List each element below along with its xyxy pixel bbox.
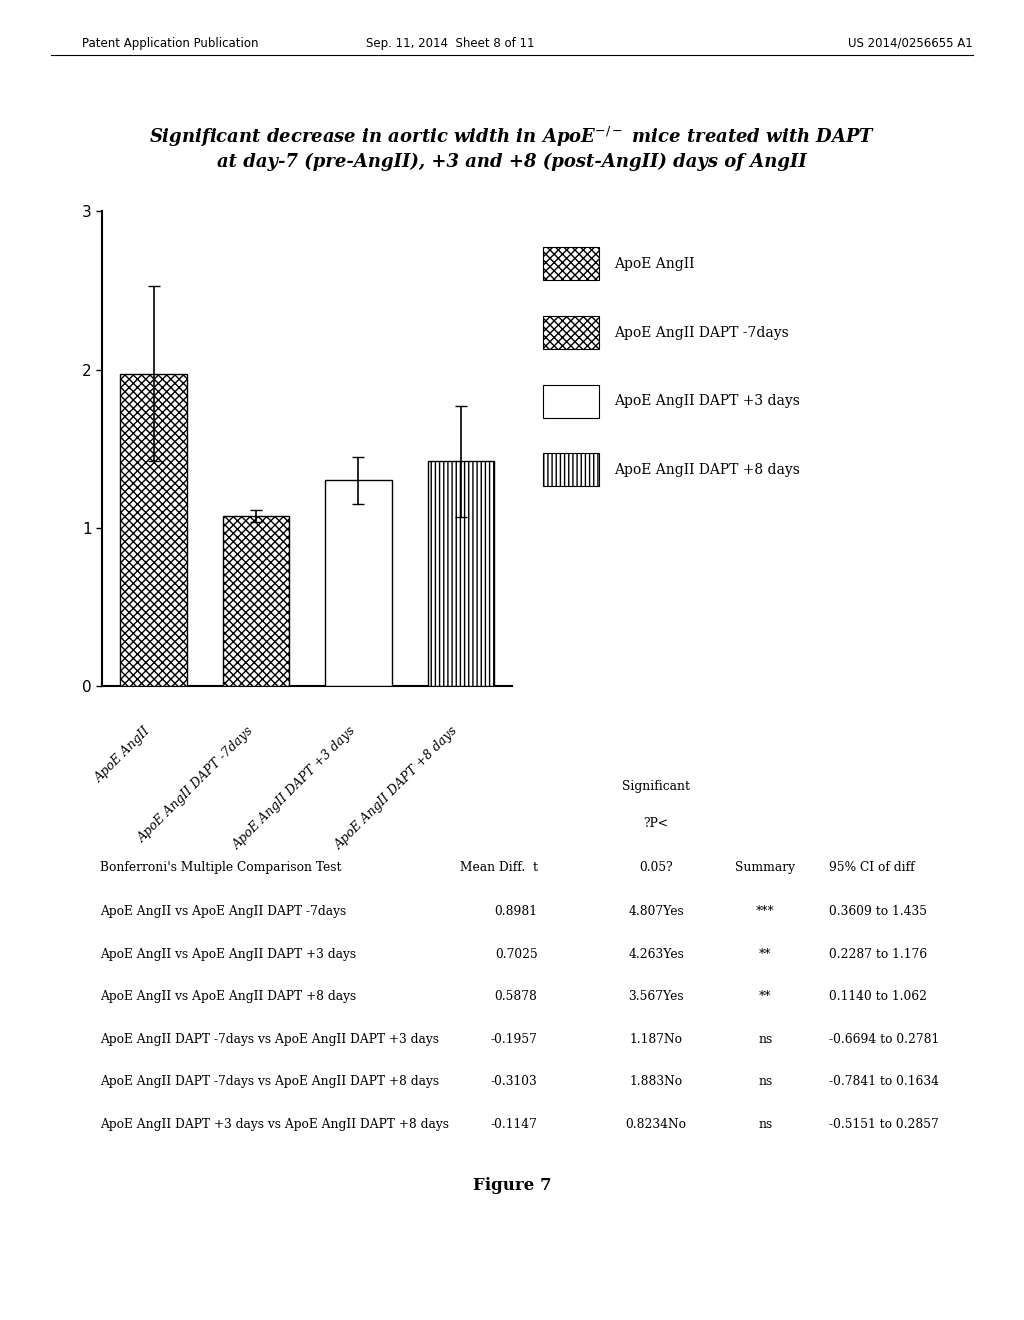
Text: Summary: Summary [735, 861, 796, 874]
Text: 1.187No: 1.187No [630, 1032, 683, 1045]
Text: US 2014/0256655 A1: US 2014/0256655 A1 [848, 37, 973, 50]
Text: 0.8234No: 0.8234No [626, 1118, 686, 1131]
Text: 4.807Yes: 4.807Yes [628, 906, 684, 919]
Bar [223, 516, 290, 686]
Text: ApoE AngII DAPT -7days vs ApoE AngII DAPT +8 days: ApoE AngII DAPT -7days vs ApoE AngII DAP… [100, 1076, 439, 1088]
Text: ?P<: ?P< [643, 817, 669, 829]
Text: Patent Application Publication: Patent Application Publication [82, 37, 258, 50]
Text: 0.7025: 0.7025 [495, 948, 538, 961]
Text: **: ** [759, 948, 772, 961]
Text: ***: *** [756, 906, 775, 919]
Text: 4.263Yes: 4.263Yes [628, 948, 684, 961]
Text: 0.05?: 0.05? [639, 861, 673, 874]
Text: Significant decrease in aortic width in ApoE$^{-/-}$ mice treated with DAPT
at d: Significant decrease in aortic width in … [148, 125, 876, 170]
Text: Significant: Significant [622, 780, 690, 792]
Text: ApoE AngII DAPT +3 days vs ApoE AngII DAPT +8 days: ApoE AngII DAPT +3 days vs ApoE AngII DA… [100, 1118, 450, 1131]
Text: -0.5151 to 0.2857: -0.5151 to 0.2857 [829, 1118, 939, 1131]
Text: ApoE AngII DAPT -7days vs ApoE AngII DAPT +3 days: ApoE AngII DAPT -7days vs ApoE AngII DAP… [100, 1032, 439, 1045]
Text: ApoE AngII DAPT +8 days: ApoE AngII DAPT +8 days [333, 725, 461, 853]
Text: ApoE AngII: ApoE AngII [614, 257, 695, 271]
Text: ApoE AngII DAPT +8 days: ApoE AngII DAPT +8 days [614, 463, 801, 477]
Text: 0.8981: 0.8981 [495, 906, 538, 919]
Text: -0.1147: -0.1147 [490, 1118, 538, 1131]
Text: 0.3609 to 1.435: 0.3609 to 1.435 [829, 906, 928, 919]
Text: ns: ns [759, 1118, 772, 1131]
Text: ApoE AngII DAPT +3 days: ApoE AngII DAPT +3 days [614, 395, 801, 408]
Text: -0.3103: -0.3103 [490, 1076, 538, 1088]
Text: ApoE AngII vs ApoE AngII DAPT -7days: ApoE AngII vs ApoE AngII DAPT -7days [100, 906, 346, 919]
Text: 1.883No: 1.883No [630, 1076, 683, 1088]
Text: **: ** [759, 990, 772, 1003]
Text: 0.1140 to 1.062: 0.1140 to 1.062 [829, 990, 928, 1003]
Text: Figure 7: Figure 7 [473, 1177, 551, 1195]
Text: -0.1957: -0.1957 [490, 1032, 538, 1045]
Text: 0.5878: 0.5878 [495, 990, 538, 1003]
Bar [428, 462, 495, 686]
Text: -0.7841 to 0.1634: -0.7841 to 0.1634 [829, 1076, 939, 1088]
Text: 3.567Yes: 3.567Yes [629, 990, 684, 1003]
Text: ns: ns [759, 1076, 772, 1088]
Text: Bonferroni's Multiple Comparison Test: Bonferroni's Multiple Comparison Test [100, 861, 342, 874]
Bar [121, 374, 187, 686]
Text: ApoE AngII vs ApoE AngII DAPT +3 days: ApoE AngII vs ApoE AngII DAPT +3 days [100, 948, 356, 961]
Bar [326, 480, 391, 686]
Text: 0.2287 to 1.176: 0.2287 to 1.176 [829, 948, 928, 961]
Text: ns: ns [759, 1032, 772, 1045]
Text: Mean Diff.  t: Mean Diff. t [460, 861, 538, 874]
Text: ApoE AngII DAPT -7days: ApoE AngII DAPT -7days [614, 326, 790, 339]
Text: ApoE AngII DAPT +3 days: ApoE AngII DAPT +3 days [230, 725, 358, 853]
Text: ApoE AngII DAPT -7days: ApoE AngII DAPT -7days [135, 725, 256, 845]
Text: 95% CI of diff: 95% CI of diff [829, 861, 914, 874]
Text: Sep. 11, 2014  Sheet 8 of 11: Sep. 11, 2014 Sheet 8 of 11 [367, 37, 535, 50]
Text: -0.6694 to 0.2781: -0.6694 to 0.2781 [829, 1032, 939, 1045]
Text: ApoE AngII: ApoE AngII [93, 725, 154, 785]
Text: ApoE AngII vs ApoE AngII DAPT +8 days: ApoE AngII vs ApoE AngII DAPT +8 days [100, 990, 356, 1003]
